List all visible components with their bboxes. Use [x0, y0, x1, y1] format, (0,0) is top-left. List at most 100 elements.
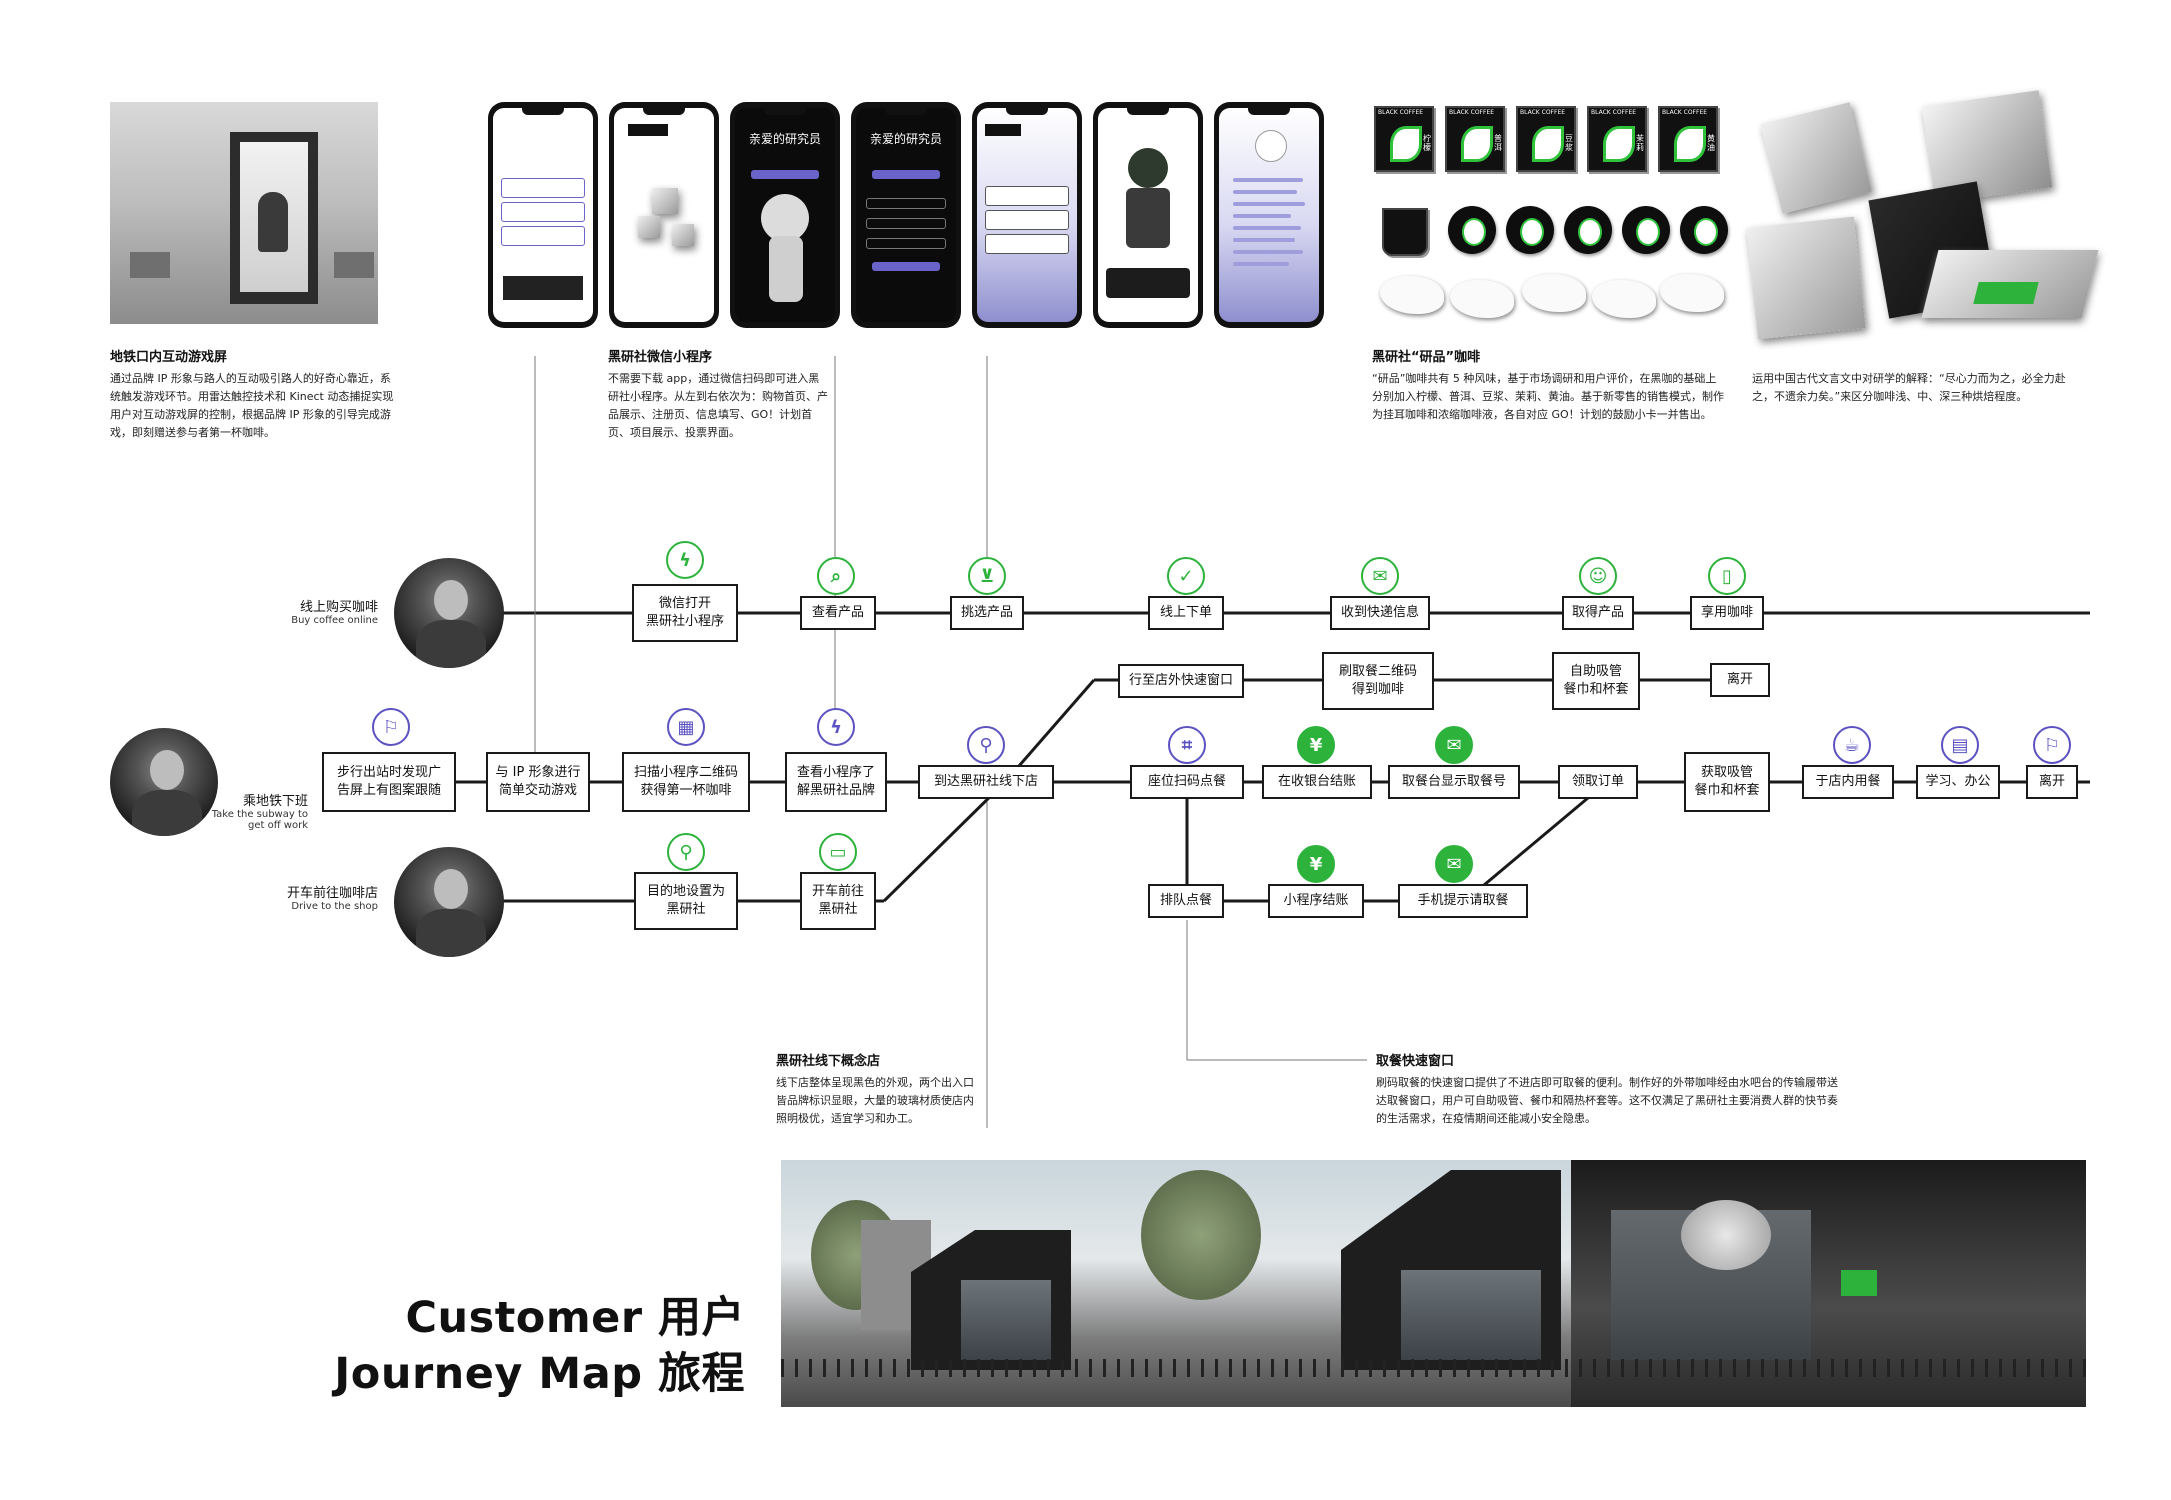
vote-bar	[1233, 202, 1305, 206]
metro-section-title: 地铁口内互动游戏屏	[110, 350, 228, 365]
form-field[interactable]	[866, 218, 946, 229]
persona-subway-label: 乘地铁下班 Take the subway to get off work	[196, 790, 308, 831]
location-pin-icon: ⚲	[967, 726, 1005, 764]
order-tag-icon: ✓	[1167, 557, 1205, 595]
coffee-section-text: “研品”咖啡共有 5 种风味，基于市场调研和用户评价，在黑咖的基础上分别加入柠檬…	[1372, 372, 1724, 421]
pack-flavor: 普洱	[1494, 134, 1502, 152]
form-field[interactable]	[866, 198, 946, 209]
page-title: Customer 用户 Journey Map 旅程	[334, 1290, 745, 1402]
title-line-1: Customer 用户	[405, 1293, 745, 1343]
coffee-section-title: 黑研社“研品”咖啡	[1372, 350, 1481, 365]
phone-screen	[1098, 108, 1198, 322]
research-box	[1746, 216, 1866, 340]
qr-code-icon: ▦	[667, 708, 705, 746]
user-icon: ☺	[1579, 557, 1617, 595]
screen-card	[501, 178, 585, 198]
phone-notch	[1006, 108, 1048, 115]
persona-online-label: 线上购买咖啡 Buy coffee online	[250, 596, 378, 626]
phone-vote	[1214, 102, 1324, 328]
node-self-straw: 自助吸管 餐巾和杯套	[1552, 652, 1640, 710]
node-queue: 排队点餐	[1148, 884, 1224, 918]
research-section-text: 运用中国古代文言文中对研学的解释：“尽心力而为之，必全力赴之，不遗余力矣。”来区…	[1752, 372, 2066, 403]
persona-subway-avatar	[110, 728, 218, 836]
pickup-section-text: 刷码取餐的快速窗口提供了不进店即可取餐的便利。制作好的外带咖啡经由水吧台的传输履…	[1376, 1076, 1838, 1125]
screen-title: 亲爱的研究员	[748, 132, 821, 146]
phone-screen: 亲爱的研究员	[856, 108, 956, 322]
submit-button[interactable]	[872, 262, 940, 271]
miniprogram-icon: ϟ	[666, 541, 704, 579]
metro-section-text: 通过品牌 IP 形象与路人的互动吸引路人的好奇心靠近，系统触发游戏环节。用雷达触…	[110, 372, 394, 439]
coffee-cup-icon: ▯	[1708, 557, 1746, 595]
persona-drive-cn: 开车前往咖啡店	[286, 886, 378, 901]
coffee-pack-butter: BLACK COFFEE 黄油	[1658, 106, 1718, 172]
avatar-head	[434, 869, 468, 909]
screen-card	[985, 186, 1069, 206]
coffee-lid	[1680, 206, 1728, 254]
miniprogram-section-title: 黑研社微信小程序	[608, 350, 713, 365]
character-head	[1128, 148, 1168, 188]
brand-logo	[985, 124, 1021, 136]
node-view-product: 查看产品	[800, 596, 876, 630]
coffee-lid	[1622, 206, 1670, 254]
mail-icon: ✉	[1361, 557, 1399, 595]
avatar-head	[434, 580, 468, 620]
vote-bar	[1233, 262, 1289, 266]
phone-notch	[522, 108, 564, 115]
persona-online-en: Buy coffee online	[291, 615, 378, 626]
book-icon: ▤	[1941, 726, 1979, 764]
node-leave-store: 离开	[2026, 765, 2078, 799]
coffee-lid	[1506, 206, 1554, 254]
phone-shop-home	[488, 102, 598, 328]
node-view-mini: 查看小程序了 解黑研社品牌	[785, 752, 887, 812]
pack-label: BLACK COFFEE	[1378, 109, 1424, 116]
map-pin-icon: ⚲	[667, 833, 705, 871]
mascot-body	[769, 236, 803, 302]
mascot-figure	[761, 194, 809, 242]
node-walk-ad: 步行出站时发现广 告屏上有图案跟随	[322, 752, 456, 812]
brand-logo	[628, 124, 668, 136]
pack-flavor: 茉莉	[1636, 134, 1644, 152]
node-select-product: 挑选产品	[950, 596, 1024, 630]
store-section-title: 黑研社线下概念店	[776, 1054, 881, 1069]
form-field[interactable]	[866, 238, 946, 249]
search-icon: ⌕	[817, 557, 855, 595]
signup-button[interactable]	[751, 170, 819, 179]
walking-away-icon: ⚐	[2033, 726, 2071, 764]
persona-online-cn: 线上购买咖啡	[299, 600, 378, 615]
coffee-lid	[1564, 206, 1612, 254]
metro-gate	[130, 252, 170, 278]
persona-drive-label: 开车前往咖啡店 Drive to the shop	[250, 882, 378, 912]
phone-screen	[977, 108, 1077, 322]
signup-button[interactable]	[872, 170, 940, 179]
phone-signup: 亲爱的研究员	[730, 102, 840, 328]
store-window	[1401, 1270, 1541, 1360]
phone-product	[609, 102, 719, 328]
node-receive-msg: 收到快递信息	[1330, 596, 1430, 630]
phone-notch	[1127, 108, 1169, 115]
flavor-leaf-icon	[1461, 126, 1493, 162]
node-dine-in: 于店内用餐	[1802, 765, 1894, 799]
vote-bar	[1233, 190, 1297, 194]
persona-subway-en: Take the subway to get off work	[211, 809, 308, 831]
walking-icon: ⚐	[372, 708, 410, 746]
phone-notch	[1248, 108, 1290, 115]
character-body	[1126, 188, 1170, 248]
ip-character	[258, 192, 288, 252]
vote-bar	[1233, 226, 1301, 230]
screen-card	[985, 210, 1069, 230]
coffee-pack-lemon: BLACK COFFEE 柠檬	[1374, 106, 1434, 172]
node-collect: 领取订单	[1558, 765, 1638, 799]
vote-bar	[1233, 250, 1303, 254]
vote-bar	[1233, 238, 1295, 242]
pack-label: BLACK COFFEE	[1520, 109, 1566, 116]
go-sticker	[1450, 280, 1514, 318]
go-sticker	[1660, 274, 1724, 312]
screen-card	[501, 202, 585, 222]
node-leave-window: 离开	[1710, 663, 1770, 697]
phone-info-form: 亲爱的研究员	[851, 102, 961, 328]
pack-flavor: 豆浆	[1565, 134, 1573, 152]
node-enjoy-coffee: 享用咖啡	[1690, 596, 1764, 630]
fence	[781, 1359, 2086, 1377]
metro-screen-photo	[110, 102, 378, 324]
mail-icon: ✉	[1435, 726, 1473, 764]
